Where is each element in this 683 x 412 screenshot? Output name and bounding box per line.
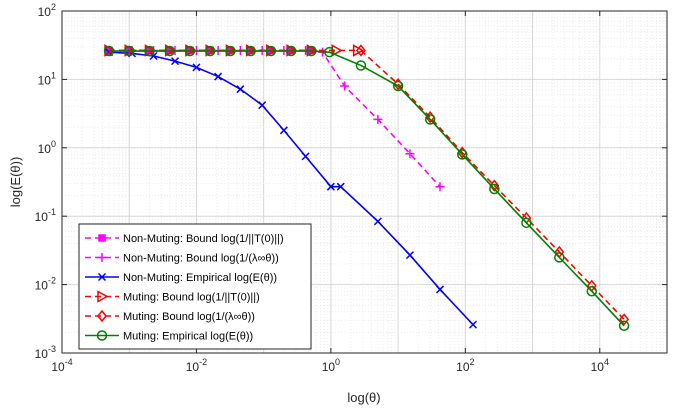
data-point-marker [164, 45, 175, 57]
data-point-marker [435, 182, 445, 192]
legend-marker [97, 290, 109, 303]
data-point-marker [170, 57, 180, 66]
data-point-marker [586, 285, 598, 297]
x-tick-label: 10-4 [51, 357, 72, 374]
x-tick-label: 10-2 [186, 357, 207, 374]
data-point-marker [225, 45, 236, 57]
data-point-marker [424, 114, 436, 125]
legend-label: Non-Muting: Empirical log(E(θ)) [123, 272, 277, 284]
ticks: 10-4 10-2 100 102 104 10-3 10-2 10-1 100 101 102 [35, 2, 667, 374]
data-point-marker [149, 51, 158, 61]
legend-marker [97, 272, 107, 282]
series-line [360, 49, 625, 320]
data-point-marker [144, 45, 155, 57]
data-point-marker [279, 126, 288, 135]
series-line [108, 51, 474, 326]
data-point-marker [619, 313, 630, 326]
legend-label: Non-Muting: Bound log(1/(λ∞θ)) [123, 253, 279, 265]
data-point-marker [373, 217, 382, 226]
data-point-marker [489, 179, 500, 192]
legend-marker [97, 309, 107, 323]
x-tick-label: 102 [456, 357, 474, 374]
data-point-marker [336, 182, 345, 191]
series-6 [103, 45, 630, 332]
legend-marker [98, 234, 106, 242]
legend-label: Non-Muting: Bound log(1/||T(0)||) [123, 233, 284, 245]
data-point-marker [392, 80, 404, 92]
series-line [108, 50, 625, 327]
data-point-marker [301, 152, 310, 161]
legend-entry: Muting: Bound log(1/||T(0)||) [85, 290, 260, 304]
x-tick-label: 104 [591, 357, 609, 374]
data-point-marker [204, 45, 216, 57]
data-point-marker [521, 217, 532, 229]
y-tick-label: 10-2 [35, 276, 56, 293]
data-point-marker [618, 320, 630, 332]
legend-entry: Muting: Bound log(1/(λ∞θ)) [85, 309, 255, 323]
data-point-marker [285, 45, 297, 57]
data-point-marker [324, 46, 335, 58]
x-tick-label: 100 [322, 357, 340, 374]
legend-entry: Non-Muting: Bound log(1/||T(0)||) [85, 233, 284, 245]
data-point-marker [554, 252, 565, 263]
data-point-marker [468, 320, 478, 329]
legend-box [78, 223, 312, 350]
data-point-marker [340, 81, 350, 91]
series-layer [103, 44, 630, 332]
legend-entry: Non-Muting: Empirical log(E(θ)) [85, 272, 277, 284]
data-point-marker [405, 251, 414, 260]
data-point-marker [265, 45, 277, 57]
data-point-marker [245, 45, 256, 57]
data-point-marker [103, 45, 115, 57]
data-point-marker [331, 44, 343, 57]
legend: Non-Muting: Bound log(1/||T(0)||) Non-Mut… [78, 223, 312, 350]
data-point-marker [258, 101, 267, 110]
data-point-marker [489, 183, 500, 195]
data-point-marker [214, 72, 223, 81]
y-axis-label: log(E(θ)) [8, 157, 23, 208]
data-point-marker [306, 45, 317, 57]
data-point-marker [326, 182, 335, 191]
legend-entry: Non-Muting: Bound log(1/(λ∞θ)) [85, 253, 279, 265]
data-point-marker [457, 149, 468, 160]
legend-marker [97, 253, 107, 262]
data-point-marker [435, 285, 445, 294]
plot-frame [61, 10, 668, 354]
legend-entry: Muting: Empirical log(E(θ)) [85, 330, 253, 343]
series-3 [104, 48, 478, 329]
legend-label: Muting: Empirical log(E(θ)) [123, 331, 253, 343]
legend-label: Muting: Bound log(1/(λ∞θ)) [123, 311, 255, 323]
data-point-marker [373, 114, 383, 124]
x-axis-label: log(θ) [347, 390, 380, 405]
data-point-marker [184, 45, 196, 57]
data-point-marker [123, 45, 135, 57]
legend-marker [96, 330, 108, 341]
data-point-marker [236, 85, 245, 94]
y-tick-label: 101 [38, 70, 56, 87]
y-tick-label: 102 [38, 2, 56, 19]
data-point-marker [192, 63, 201, 72]
legend-label: Muting: Bound log(1/||T(0)||) [123, 292, 260, 304]
data-point-marker [405, 149, 415, 159]
y-tick-label: 10-3 [35, 344, 56, 361]
y-tick-label: 10-1 [35, 207, 56, 224]
y-tick-label: 100 [38, 139, 56, 156]
data-point-marker [355, 60, 367, 71]
data-point-marker [355, 44, 366, 57]
